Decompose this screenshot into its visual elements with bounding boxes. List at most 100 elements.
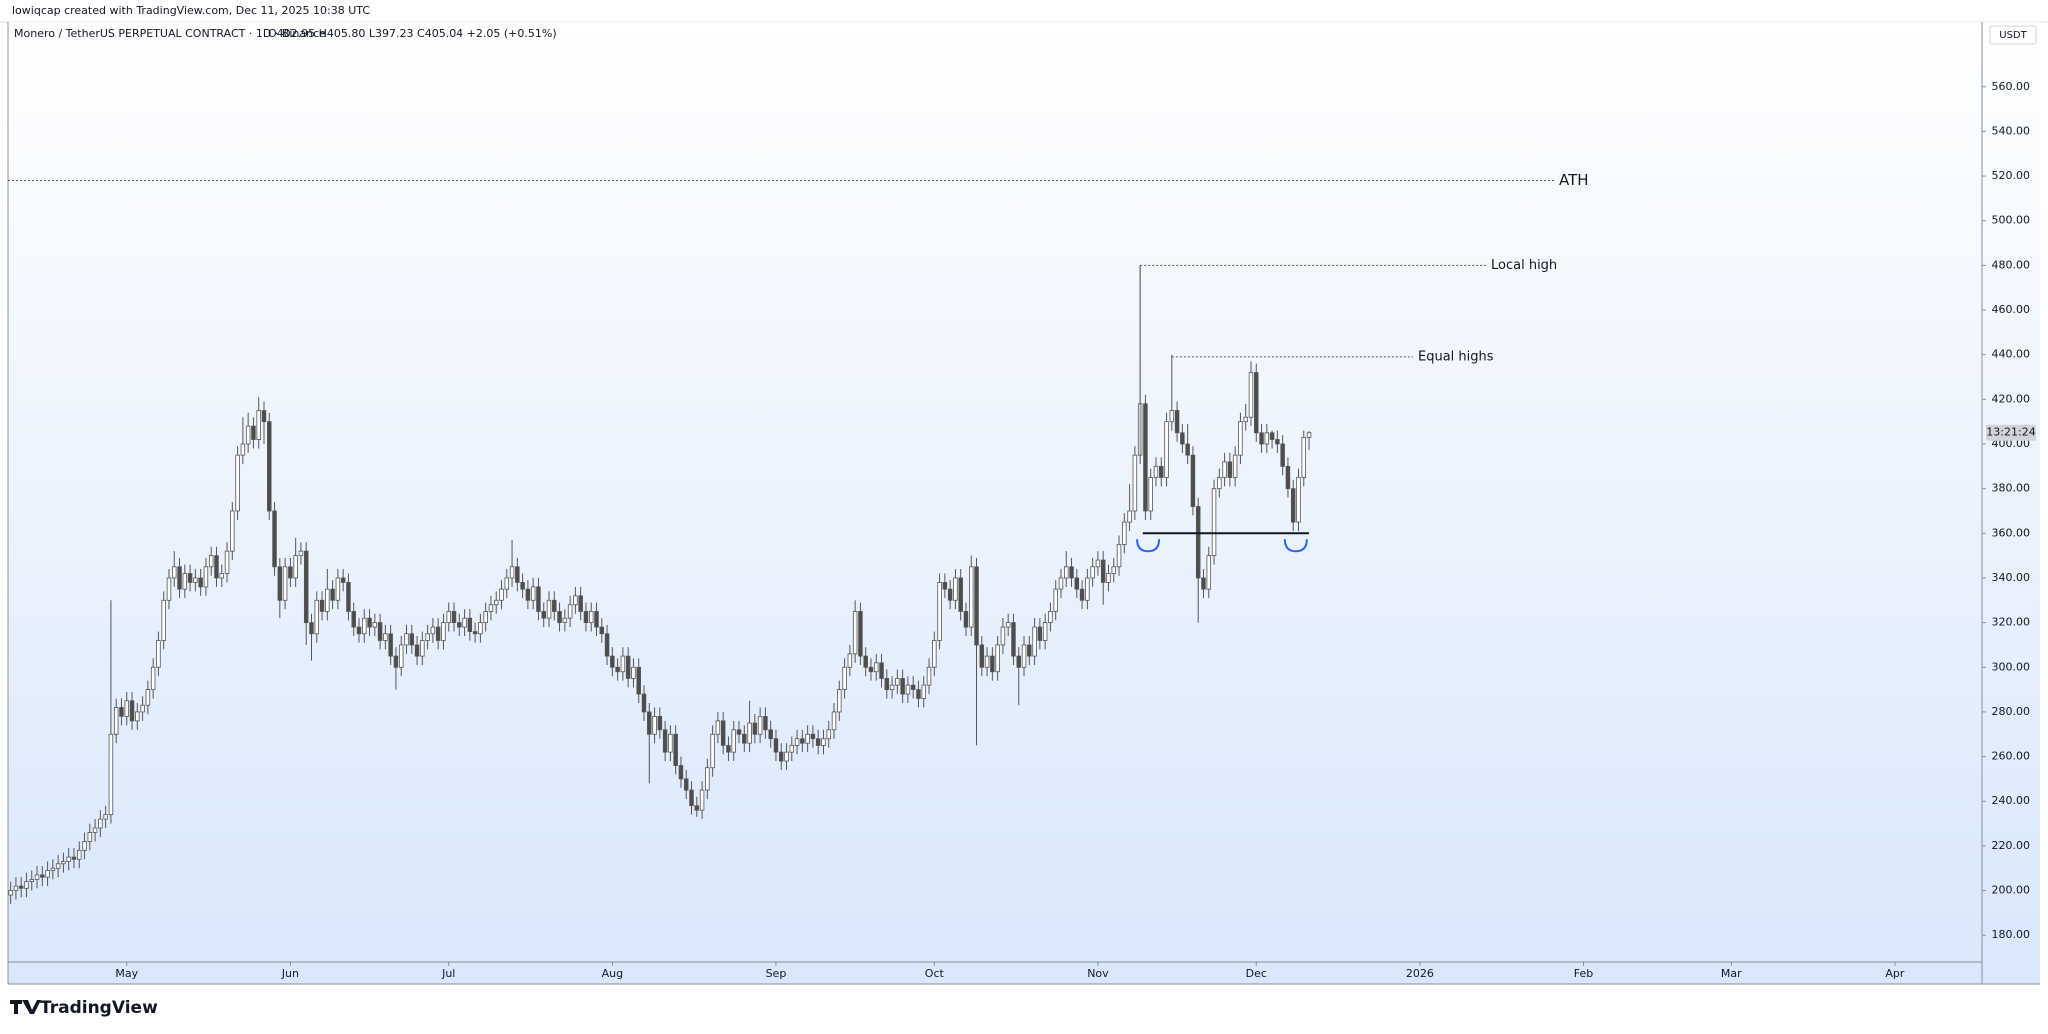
- candle-body: [768, 729, 773, 740]
- x-tick-label: May: [115, 967, 138, 980]
- candle-body: [520, 582, 525, 590]
- candle-body: [145, 689, 151, 706]
- candle-body: [873, 662, 879, 673]
- candle-body: [309, 622, 314, 635]
- currency-box[interactable]: [1989, 25, 2037, 45]
- candle-body: [647, 711, 652, 735]
- candle-body: [66, 856, 71, 862]
- candle-body: [752, 722, 758, 735]
- candle-body: [567, 604, 573, 619]
- candle-body: [504, 577, 510, 590]
- candle-body: [177, 566, 182, 590]
- countdown: 13:21:24: [1986, 426, 2035, 439]
- y-tick-label: 220.00: [1992, 839, 2031, 852]
- candle-body: [1290, 488, 1296, 523]
- candle-body: [129, 700, 135, 722]
- candle-body: [921, 684, 926, 699]
- candle-body: [1005, 622, 1011, 628]
- y-tick-label: 420.00: [1992, 392, 2031, 405]
- candle-body: [536, 586, 541, 612]
- candle-body: [1217, 477, 1222, 490]
- y-tick-label: 560.00: [1992, 80, 2031, 93]
- candle-body: [457, 622, 462, 628]
- candle-body: [1243, 416, 1248, 423]
- candle-body: [852, 611, 858, 655]
- candle-body: [900, 678, 905, 695]
- candle-body: [325, 588, 330, 612]
- candle-body: [604, 633, 610, 657]
- chart-area: [8, 22, 2040, 984]
- candle-body: [1254, 372, 1259, 434]
- candle-body: [393, 655, 399, 668]
- candle-body: [203, 566, 209, 588]
- x-tick-label: Nov: [1087, 967, 1109, 980]
- candle-body: [895, 678, 900, 686]
- x-tick-label: Jun: [281, 967, 299, 980]
- candle-body: [71, 856, 77, 860]
- candle-body: [1195, 506, 1201, 579]
- candle-body: [963, 611, 969, 628]
- candle-body: [1079, 588, 1085, 601]
- candle-body: [1259, 432, 1264, 445]
- candle-body: [92, 827, 98, 833]
- y-tick-label: 480.00: [1992, 258, 2031, 271]
- candle-body: [193, 577, 198, 583]
- candle-body: [578, 595, 583, 612]
- candle-body: [1280, 443, 1285, 467]
- y-tick-label: 340.00: [1992, 571, 2031, 584]
- y-tick-label: 320.00: [1992, 616, 2031, 629]
- candle-body: [1085, 577, 1090, 601]
- symbol-title: Monero / TetherUS PERPETUAL CONTRACT · 1…: [14, 27, 326, 40]
- candle-body: [1064, 566, 1069, 579]
- candle-body: [87, 832, 93, 842]
- candle-body: [1000, 626, 1006, 646]
- brand: TradingView: [40, 998, 158, 1018]
- candle-body: [245, 425, 251, 445]
- y-tick-label: 520.00: [1992, 169, 2031, 182]
- candle-body: [119, 707, 124, 717]
- candle-body: [330, 588, 335, 601]
- candle-body: [742, 733, 747, 744]
- candle-body: [552, 599, 557, 612]
- candle-body: [573, 595, 578, 606]
- x-tick-label: Jul: [441, 967, 455, 980]
- candle-body: [55, 863, 61, 869]
- y-tick-label: 260.00: [1992, 750, 2031, 763]
- candle-body: [689, 789, 694, 807]
- candle-body: [346, 582, 351, 612]
- candle-body: [340, 577, 346, 583]
- candle-body: [1042, 622, 1048, 641]
- candle-body: [821, 738, 826, 746]
- candle-body: [583, 611, 589, 624]
- candle-body: [620, 655, 626, 673]
- x-tick-label: Feb: [1574, 967, 1593, 980]
- candle-body: [251, 425, 256, 440]
- candle-body: [953, 577, 958, 601]
- candle-body: [1090, 566, 1095, 579]
- x-tick-label: Aug: [602, 967, 623, 980]
- candle-body: [1164, 421, 1169, 478]
- candle-body: [1116, 544, 1122, 568]
- candle-body: [493, 599, 499, 606]
- candle-body: [478, 622, 483, 635]
- candle-body: [615, 666, 620, 673]
- candle-body: [1132, 454, 1138, 512]
- candle-body: [1285, 465, 1291, 490]
- candle-body: [1190, 454, 1196, 507]
- candle-body: [747, 722, 752, 744]
- candle-body: [1027, 644, 1032, 657]
- candle-body: [425, 633, 430, 641]
- candle-body: [863, 655, 868, 668]
- candle-body: [230, 510, 235, 552]
- candle-body: [409, 633, 415, 646]
- candle-body: [868, 666, 874, 673]
- candle-body: [789, 745, 795, 753]
- candle-body: [1148, 477, 1153, 512]
- candle-body: [1153, 465, 1159, 478]
- countdown-tag: [1986, 424, 2036, 441]
- candle-body: [984, 655, 990, 668]
- candle-body: [335, 577, 341, 601]
- candle-body: [720, 720, 726, 746]
- candle-body: [29, 878, 34, 883]
